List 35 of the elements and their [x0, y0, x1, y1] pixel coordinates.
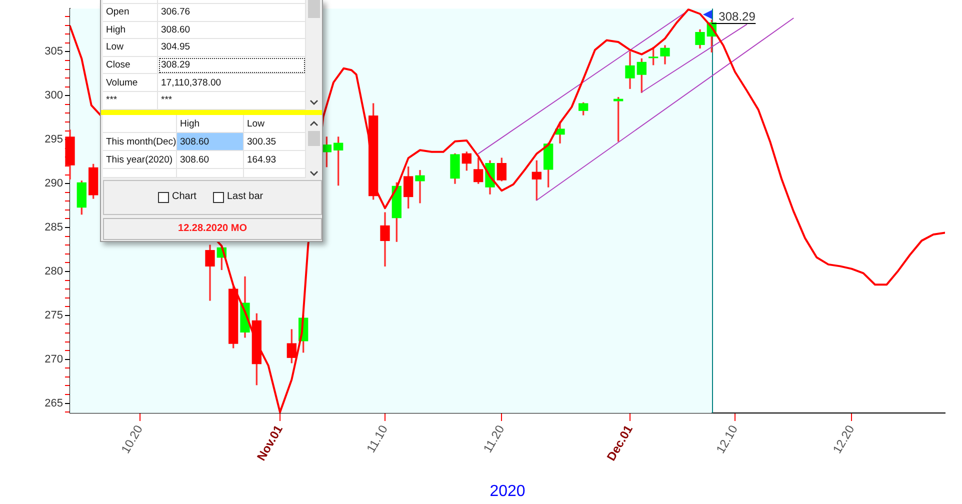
annotation: This year(2020): [106, 154, 173, 165]
annotation: Close: [106, 60, 130, 71]
annotation: Open: [106, 6, 130, 18]
y-tick-label: 270: [44, 353, 63, 366]
annotation: Low: [247, 118, 264, 129]
y-tick-label: 285: [44, 222, 63, 234]
y-tick-label: 280: [44, 265, 63, 278]
annotation: 308.29: [161, 60, 190, 71]
y-tick-label: 265: [44, 397, 63, 410]
annotation: ***: [106, 94, 118, 106]
annotation: High: [180, 118, 200, 129]
annotation: 300.35: [247, 136, 276, 147]
annotation: 308.60: [161, 24, 190, 36]
annotation: 17,110,378.00: [161, 77, 222, 88]
annotation: 308.60: [180, 136, 210, 147]
annotation: 306.76: [161, 6, 190, 18]
annotation: 12.28.2020 MO: [178, 223, 247, 234]
annotation: 164.93: [247, 154, 276, 165]
y-tick-label: 305: [44, 46, 63, 58]
y-tick-label: 275: [44, 309, 63, 322]
annotation: Chart: [172, 191, 196, 203]
x-axis-title: 2020: [490, 482, 526, 500]
annotation: Volume: [106, 77, 138, 88]
annotation: 308.60: [180, 154, 210, 165]
annotation: 304.95: [161, 42, 190, 53]
annotation: Last bar: [227, 191, 264, 203]
candlestick: [415, 170, 425, 204]
annotation: This month(Dec): [106, 136, 176, 147]
y-tick-label: 295: [44, 134, 63, 146]
annotation: Low: [106, 42, 124, 53]
annotation: 308.29: [718, 10, 756, 24]
annotation: ***: [161, 94, 172, 106]
y-tick-label: 300: [44, 90, 63, 102]
annotation: High: [106, 24, 126, 36]
y-tick-label: 290: [44, 178, 63, 190]
